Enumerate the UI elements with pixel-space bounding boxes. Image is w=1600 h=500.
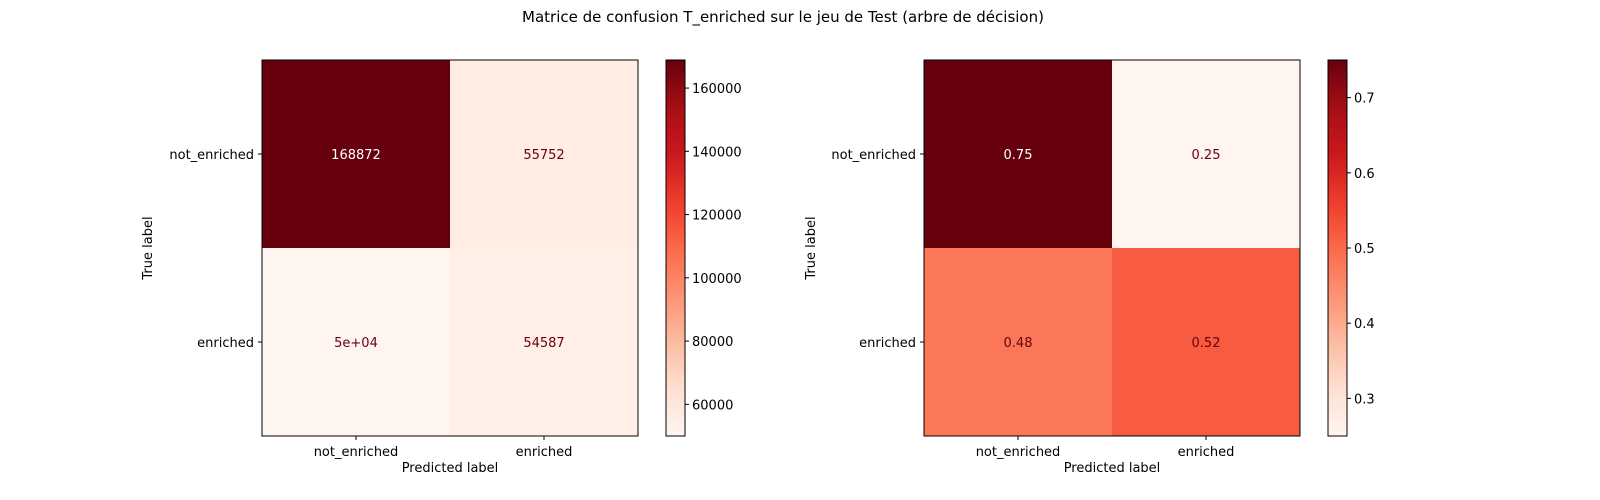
colorbar-tick-label: 0.5 xyxy=(1354,242,1375,257)
x-axis-label: Predicted label xyxy=(1064,461,1161,476)
cell-value-label: 0.52 xyxy=(1192,336,1221,351)
y-tick-label: enriched xyxy=(197,336,254,351)
y-tick-label: enriched xyxy=(859,336,916,351)
x-tick-label: enriched xyxy=(1178,445,1235,460)
colorbar-tick-label: 140000 xyxy=(692,145,742,160)
colorbar-tick-label: 120000 xyxy=(692,209,742,224)
x-tick-label: enriched xyxy=(516,445,573,460)
matrix-cell xyxy=(1112,248,1301,437)
matrix-cell xyxy=(262,248,451,437)
colorbar xyxy=(1327,59,1348,437)
matrix-cell xyxy=(450,60,639,249)
axes-frame xyxy=(923,59,1301,437)
cell-value-label: 0.75 xyxy=(1004,148,1033,163)
colorbar-tick-label: 0.7 xyxy=(1354,92,1375,107)
colorbar-tick-label: 0.4 xyxy=(1354,317,1375,332)
matrix-cell xyxy=(1112,60,1301,249)
cell-value-label: 0.48 xyxy=(1004,336,1033,351)
y-axis-label: True label xyxy=(804,216,819,280)
x-axis-label: Predicted label xyxy=(402,461,499,476)
colorbar xyxy=(665,59,686,437)
x-tick-label: not_enriched xyxy=(314,445,399,460)
matrix-cell xyxy=(262,60,451,249)
colorbar-tick-label: 0.6 xyxy=(1354,167,1375,182)
cell-value-label: 54587 xyxy=(523,336,564,351)
matrix-cell xyxy=(924,60,1113,249)
colorbar-tick-label: 60000 xyxy=(692,398,733,413)
y-tick-label: not_enriched xyxy=(169,148,254,163)
x-tick-label: not_enriched xyxy=(976,445,1061,460)
colorbar-tick-label: 80000 xyxy=(692,335,733,350)
y-axis-label: True label xyxy=(141,216,156,280)
matrix-cell xyxy=(450,248,639,437)
y-tick-label: not_enriched xyxy=(831,148,916,163)
cell-value-label: 5e+04 xyxy=(334,336,378,351)
axes-frame xyxy=(261,59,639,437)
confusion-matrix-panel-2: 0.75 0.25 0.48 0.52 not_enriched enriched not_… xyxy=(804,59,1375,476)
cell-value-label: 55752 xyxy=(523,148,564,163)
matrix-cell xyxy=(924,248,1113,437)
colorbar-tick-label: 100000 xyxy=(692,272,742,287)
cell-value-label: 0.25 xyxy=(1192,148,1221,163)
cell-value-label: 168872 xyxy=(331,148,381,163)
figure-title: Matrice de confusion T_enriched sur le j… xyxy=(522,8,1044,27)
colorbar-tick-label: 0.3 xyxy=(1354,392,1375,407)
colorbar-tick-label: 160000 xyxy=(692,82,742,97)
